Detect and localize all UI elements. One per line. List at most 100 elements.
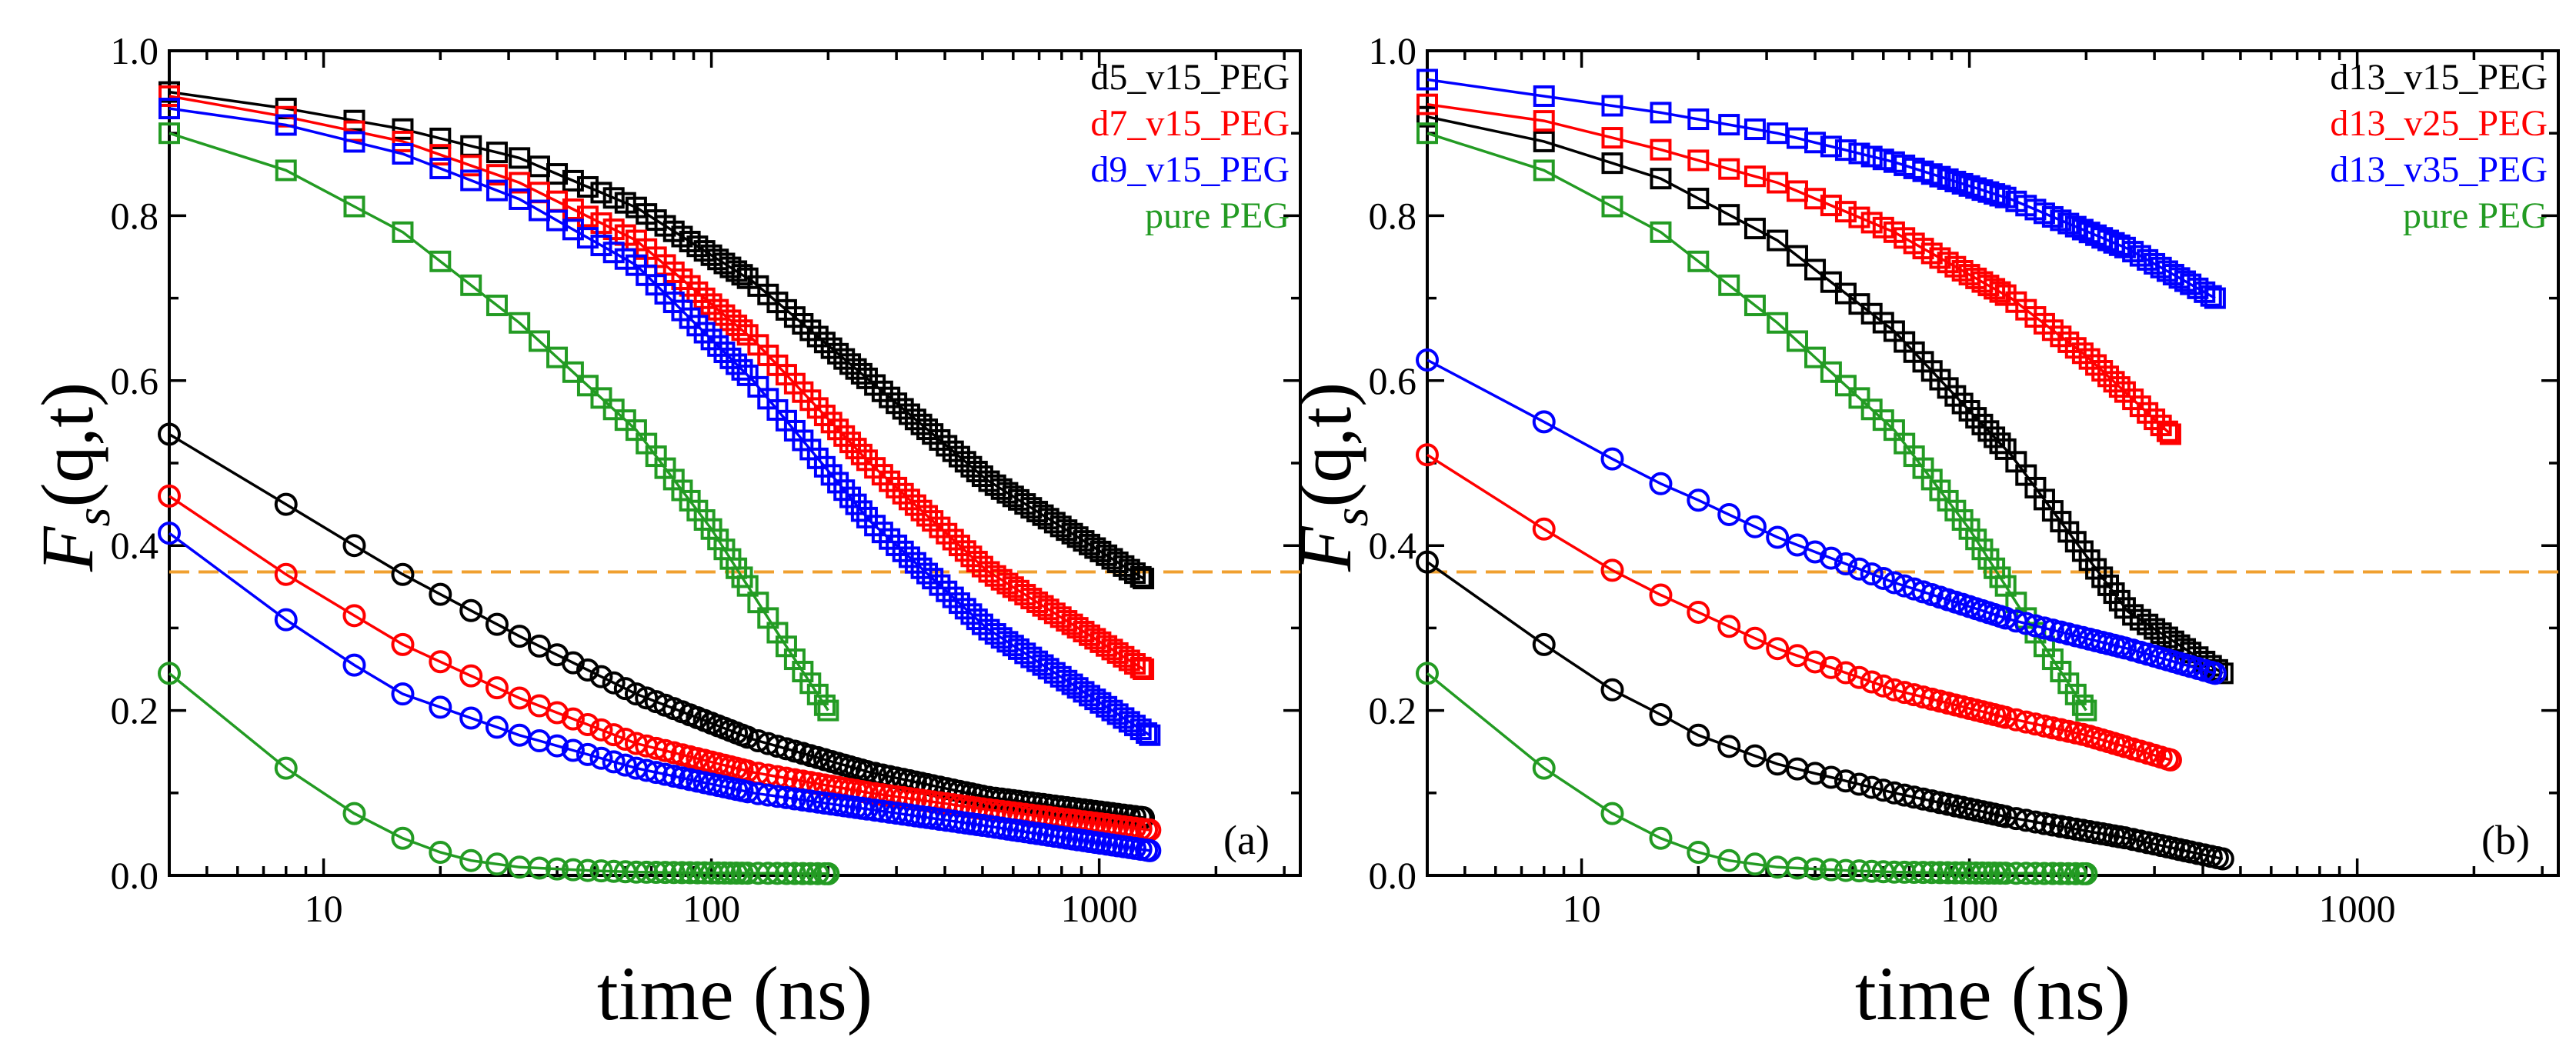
- data-point-square: [996, 572, 1019, 595]
- data-point-square: [2097, 229, 2120, 252]
- data-point-square: [1804, 258, 1827, 281]
- data-point-circle: [158, 522, 181, 545]
- data-point-square: [845, 438, 867, 460]
- data-point-square: [460, 274, 482, 296]
- data-point-square: [936, 522, 958, 545]
- data-point-square: [1820, 271, 1842, 293]
- data-point-circle: [1819, 765, 1843, 789]
- legend-entry: pure PEG: [2403, 195, 2548, 236]
- data-point-square: [1767, 312, 1789, 334]
- circle-series: [158, 662, 840, 885]
- data-point-square: [1872, 216, 1894, 238]
- data-point-square: [2129, 395, 2151, 418]
- data-point-square: [1089, 631, 1112, 653]
- data-point-square: [1601, 195, 1623, 218]
- y-axis-title-args: (q,t): [26, 382, 108, 508]
- data-point-square: [1106, 552, 1129, 574]
- data-point-square: [713, 252, 736, 275]
- data-point-circle: [2024, 810, 2047, 834]
- data-point-circle: [602, 723, 626, 747]
- data-point-square: [948, 592, 970, 615]
- data-point-square: [1958, 400, 1980, 422]
- data-point-square: [486, 179, 508, 202]
- data-point-square: [486, 295, 508, 317]
- data-point-square: [392, 221, 414, 243]
- data-point-circle: [2203, 662, 2227, 685]
- data-point-circle: [1649, 583, 1673, 607]
- square-series: [1416, 68, 2226, 309]
- data-point-square: [892, 482, 914, 505]
- data-point-square: [719, 347, 742, 369]
- data-point-circle: [1860, 859, 1884, 883]
- data-point-square: [929, 516, 951, 538]
- data-point-square: [1061, 613, 1083, 635]
- data-point-circle: [1743, 852, 1767, 876]
- data-point-square: [614, 192, 636, 214]
- data-point-square: [1106, 642, 1129, 664]
- data-point-square: [850, 500, 873, 522]
- data-point-square: [1113, 555, 1135, 577]
- data-point-square: [731, 358, 753, 381]
- series-group: [158, 81, 1162, 885]
- legend-entry: d9_v15_PEG: [1090, 149, 1290, 190]
- data-point-circle: [1600, 558, 1624, 582]
- data-point-square: [2064, 215, 2087, 238]
- data-point-square: [886, 476, 908, 498]
- data-point-square: [1937, 168, 1959, 190]
- data-point-square: [1848, 206, 1870, 228]
- y-tick-label: 0.8: [1369, 194, 1417, 237]
- data-point-square: [1718, 114, 1740, 136]
- data-point-square: [929, 574, 951, 596]
- data-point-square: [614, 248, 636, 270]
- data-point-circle: [459, 664, 483, 688]
- data-point-square: [1743, 118, 1766, 141]
- data-point-circle: [1860, 562, 1884, 586]
- data-point-circle: [576, 858, 599, 882]
- data-point-circle: [342, 534, 366, 558]
- y-tick-label: 0.0: [1369, 854, 1417, 897]
- data-point-circle: [1766, 637, 1790, 661]
- data-point-square: [1089, 692, 1112, 714]
- data-point-square: [827, 418, 849, 441]
- data-point-square: [806, 325, 829, 348]
- data-point-square: [1984, 278, 2006, 300]
- data-point-circle: [766, 785, 789, 808]
- data-point-circle: [1416, 550, 1439, 574]
- series-line: [169, 90, 1144, 580]
- data-point-square: [1786, 245, 1808, 267]
- y-tick-label: 0.0: [111, 854, 159, 897]
- data-point-square: [1533, 85, 1555, 107]
- data-point-square: [693, 322, 716, 344]
- data-point-circle: [576, 742, 599, 766]
- data-point-square: [719, 256, 742, 278]
- data-point-circle: [459, 706, 483, 730]
- data-point-square: [879, 528, 901, 550]
- data-point-circle: [1532, 632, 1556, 656]
- data-point-circle: [791, 788, 815, 812]
- circle-series: [158, 484, 1162, 842]
- data-point-circle: [782, 787, 806, 811]
- data-point-square: [929, 428, 951, 451]
- y-axis-title-main: F: [26, 525, 108, 572]
- data-point-square: [1014, 584, 1036, 606]
- series-line: [1426, 358, 2216, 675]
- data-point-square: [2137, 402, 2159, 424]
- data-point-square: [1113, 645, 1135, 668]
- data-point-circle: [1743, 626, 1767, 650]
- data-point-square: [576, 175, 599, 198]
- data-point-square: [275, 159, 297, 182]
- data-point-circle: [561, 707, 585, 731]
- data-point-square: [820, 412, 843, 434]
- series-line: [1426, 132, 2087, 712]
- data-point-square: [509, 188, 531, 210]
- data-point-circle: [561, 738, 585, 762]
- data-point-square: [2071, 342, 2094, 365]
- data-point-square: [486, 142, 508, 164]
- data-point-square: [817, 699, 839, 722]
- data-point-square: [1718, 204, 1740, 226]
- data-point-square: [686, 315, 709, 337]
- data-point-square: [942, 528, 964, 551]
- data-point-square: [2108, 234, 2131, 256]
- x-axis-title: time (ns): [1855, 951, 2131, 1036]
